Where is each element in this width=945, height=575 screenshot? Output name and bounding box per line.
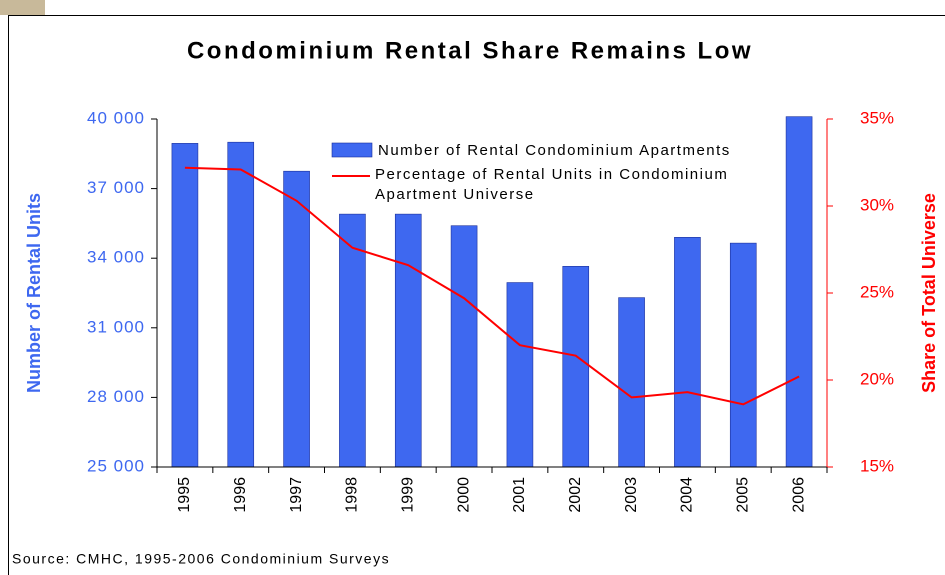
y2-tick-label: 15%	[860, 456, 894, 475]
bar	[618, 297, 645, 468]
x-tick-label: 2006	[790, 477, 807, 513]
bar	[562, 266, 590, 468]
bar	[450, 225, 478, 468]
y-tick-label: 40 000	[87, 108, 145, 127]
bar	[729, 242, 757, 468]
bar	[339, 213, 366, 468]
bar	[227, 141, 255, 468]
chart-title: Condominium Rental Share Remains Low	[187, 37, 753, 64]
x-tick-label: 2004	[679, 477, 696, 513]
y2-tick-label: 25%	[860, 282, 894, 301]
x-tick-label: 2000	[455, 477, 472, 513]
x-tick-label: 1998	[344, 477, 361, 513]
y-tick-label: 34 000	[87, 248, 145, 267]
bar	[785, 116, 813, 468]
x-tick-label: 2003	[623, 477, 640, 513]
y-tick-label: 25 000	[87, 456, 145, 475]
bar	[283, 170, 310, 468]
frame	[8, 15, 945, 575]
x-tick-label: 2001	[511, 477, 528, 513]
y2-tick-label: 35%	[860, 108, 894, 127]
x-tick-label: 1999	[399, 477, 416, 513]
legend-label: Number of Rental Condominium Apartments	[378, 142, 731, 159]
legend-label: Percentage of Rental Units in Condominiu…	[375, 166, 729, 203]
x-tick-label: 2005	[734, 477, 751, 513]
legend-swatch	[331, 142, 373, 158]
y2-tick-label: 30%	[860, 195, 894, 214]
y-axis-title: Number of Rental Units	[24, 193, 44, 393]
y2-axis-title: Share of Total Universe	[919, 193, 939, 393]
x-tick-label: 1997	[288, 477, 305, 513]
bar	[506, 282, 534, 468]
y-tick-label: 31 000	[87, 317, 145, 336]
y-tick-label: 37 000	[87, 178, 145, 197]
corner-tab	[0, 0, 45, 15]
bar	[171, 143, 199, 468]
x-tick-label: 2002	[567, 477, 584, 513]
bar	[674, 237, 701, 468]
line-series	[184, 166, 800, 406]
y2-tick-label: 20%	[860, 369, 894, 388]
source-note: Source: CMHC, 1995-2006 Condominium Surv…	[12, 551, 390, 567]
x-tick-label: 1995	[176, 477, 193, 513]
y-tick-label: 28 000	[87, 387, 145, 406]
bar	[394, 213, 422, 468]
x-tick-label: 1996	[232, 477, 249, 513]
